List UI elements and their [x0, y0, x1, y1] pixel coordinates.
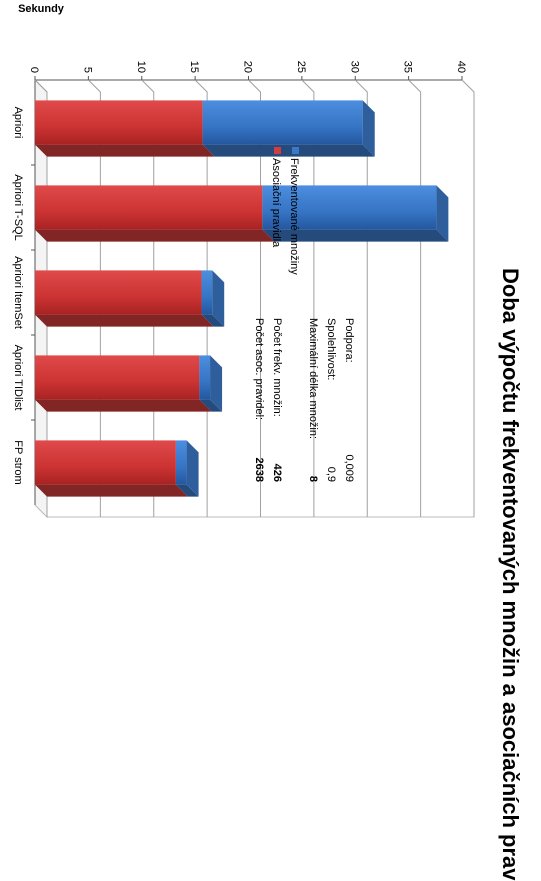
bar-side: [35, 229, 275, 242]
gridline: [301, 79, 315, 517]
stat-label: Počet asoc. pravidel:: [253, 318, 265, 420]
bar-side: [201, 314, 225, 327]
gridline: [354, 79, 368, 517]
bar-side: [35, 314, 214, 327]
stat-value: 426: [271, 464, 283, 482]
bar-segment: [35, 440, 176, 485]
stat-label: Počet frekv. množin:: [271, 318, 283, 417]
y-tick-label: 15: [188, 61, 200, 73]
bar-segment: [34, 355, 200, 400]
legend-label: Asociační pravidla: [270, 158, 282, 248]
y-tick-label: 30: [348, 61, 360, 73]
x-tick-label: FP strom: [12, 440, 24, 484]
bar-top: [212, 270, 225, 327]
y-tick-label: 35: [402, 61, 414, 73]
stat-value: 0,009: [343, 454, 355, 482]
x-tick-label: Apriori TIDlist: [12, 345, 24, 411]
bar-segment: [202, 100, 363, 145]
bar-top: [362, 100, 375, 157]
stat-value: 0,9: [325, 467, 337, 482]
bar-top: [186, 440, 199, 497]
y-axis-label: Sekundy: [18, 3, 65, 15]
y-tick-label: 0: [28, 67, 40, 73]
x-tick-label: Apriori ItemSet: [12, 256, 24, 329]
bar-side: [202, 144, 375, 157]
stat-value: 2638: [253, 458, 265, 482]
gridline: [408, 79, 422, 517]
stat-label: Spolehlivost:: [325, 318, 337, 380]
bar-side: [35, 144, 215, 157]
y-tick-label: 25: [295, 61, 307, 73]
bars: [34, 100, 449, 497]
legend-label: Frekventované množiny: [288, 158, 300, 275]
bar-top: [436, 185, 449, 242]
y-tick-label: 10: [135, 61, 147, 73]
bar-side: [262, 229, 449, 242]
y-tick-label: 40: [455, 61, 467, 73]
stats-box: Podpora: 0,009 Spolehlivost: 0,9 Maximální d…: [253, 318, 355, 482]
stat-label: Podpora:: [343, 318, 355, 363]
bar-segment: [199, 355, 211, 400]
bar-side: [199, 399, 223, 412]
y-tick-label: 5: [81, 67, 93, 73]
bar-segment: [35, 185, 263, 230]
y-tick-label: 20: [242, 61, 254, 73]
x-tick-label: Apriori T-SQL: [12, 174, 24, 240]
legend-swatch: [274, 147, 281, 154]
bar-segment: [201, 270, 213, 315]
bar-segment: [262, 185, 437, 230]
bar-segment: [35, 100, 203, 145]
bar-side: [35, 484, 188, 497]
legend: Frekventované množiny Asociační pravidla: [270, 147, 300, 275]
y-tick-labels: 0 5 10 15 20 25 30 35 40: [28, 61, 467, 73]
gridline: [248, 79, 261, 517]
stat-value: 8: [307, 476, 319, 482]
legend-swatch: [292, 147, 299, 154]
bar-segment: [175, 440, 187, 485]
bar-side: [175, 484, 199, 497]
chart-title: Doba výpočtu frekventovaných množin a as…: [498, 268, 523, 881]
bar-segment: [35, 270, 202, 315]
gridline: [461, 79, 475, 517]
bar-top: [210, 355, 223, 412]
stat-label: Maximální délka množin:: [307, 318, 319, 439]
x-tick-labels: Apriori Apriori T-SQL Apriori ItemSet Aprio…: [12, 107, 35, 485]
x-tick-label: Apriori: [12, 107, 24, 139]
bar-side: [35, 399, 212, 412]
